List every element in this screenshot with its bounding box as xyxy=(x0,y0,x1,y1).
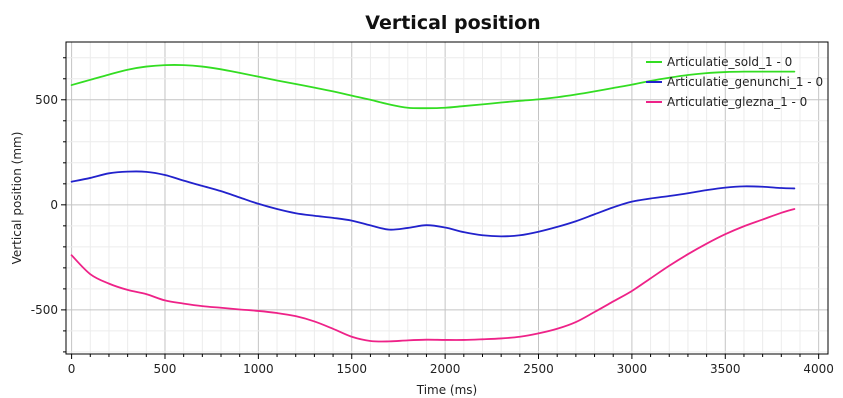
series-line-1 xyxy=(70,64,796,110)
x-tick-label: 0 xyxy=(68,362,76,376)
series-line-3 xyxy=(70,208,796,343)
x-tick-label: 1500 xyxy=(336,362,367,376)
legend-label-3: Articulatie_glezna_1 - 0 xyxy=(667,95,807,109)
x-tick-label: 3000 xyxy=(617,362,648,376)
legend-label-1: Articulatie_sold_1 - 0 xyxy=(667,55,792,69)
x-axis-label: Time (ms) xyxy=(416,383,478,397)
series-lines xyxy=(70,64,796,343)
plot-frame xyxy=(65,41,829,355)
x-tick-label: 3500 xyxy=(710,362,741,376)
y-tick-label: 0 xyxy=(50,198,58,212)
x-tick-label: 2000 xyxy=(430,362,461,376)
x-tick-label: 2500 xyxy=(523,362,554,376)
x-tick-label: 4000 xyxy=(803,362,834,376)
axis-ticks: 0 500 1000 1500 2000 2500 3000 3500 4000 -500 0 500 xyxy=(31,57,834,376)
chart-title: Vertical position xyxy=(365,12,540,34)
y-tick-label: 500 xyxy=(35,93,58,107)
y-tick-label: -500 xyxy=(31,303,58,317)
legend: Articulatie_sold_1 - 0 Articulatie_genunc… xyxy=(646,55,823,109)
y-axis-label: Vertical position (mm) xyxy=(10,132,24,265)
x-tick-label: 1000 xyxy=(243,362,274,376)
series-line-2 xyxy=(70,170,796,238)
legend-label-2: Articulatie_genunchi_1 - 0 xyxy=(667,75,823,89)
x-tick-label: 500 xyxy=(154,362,177,376)
